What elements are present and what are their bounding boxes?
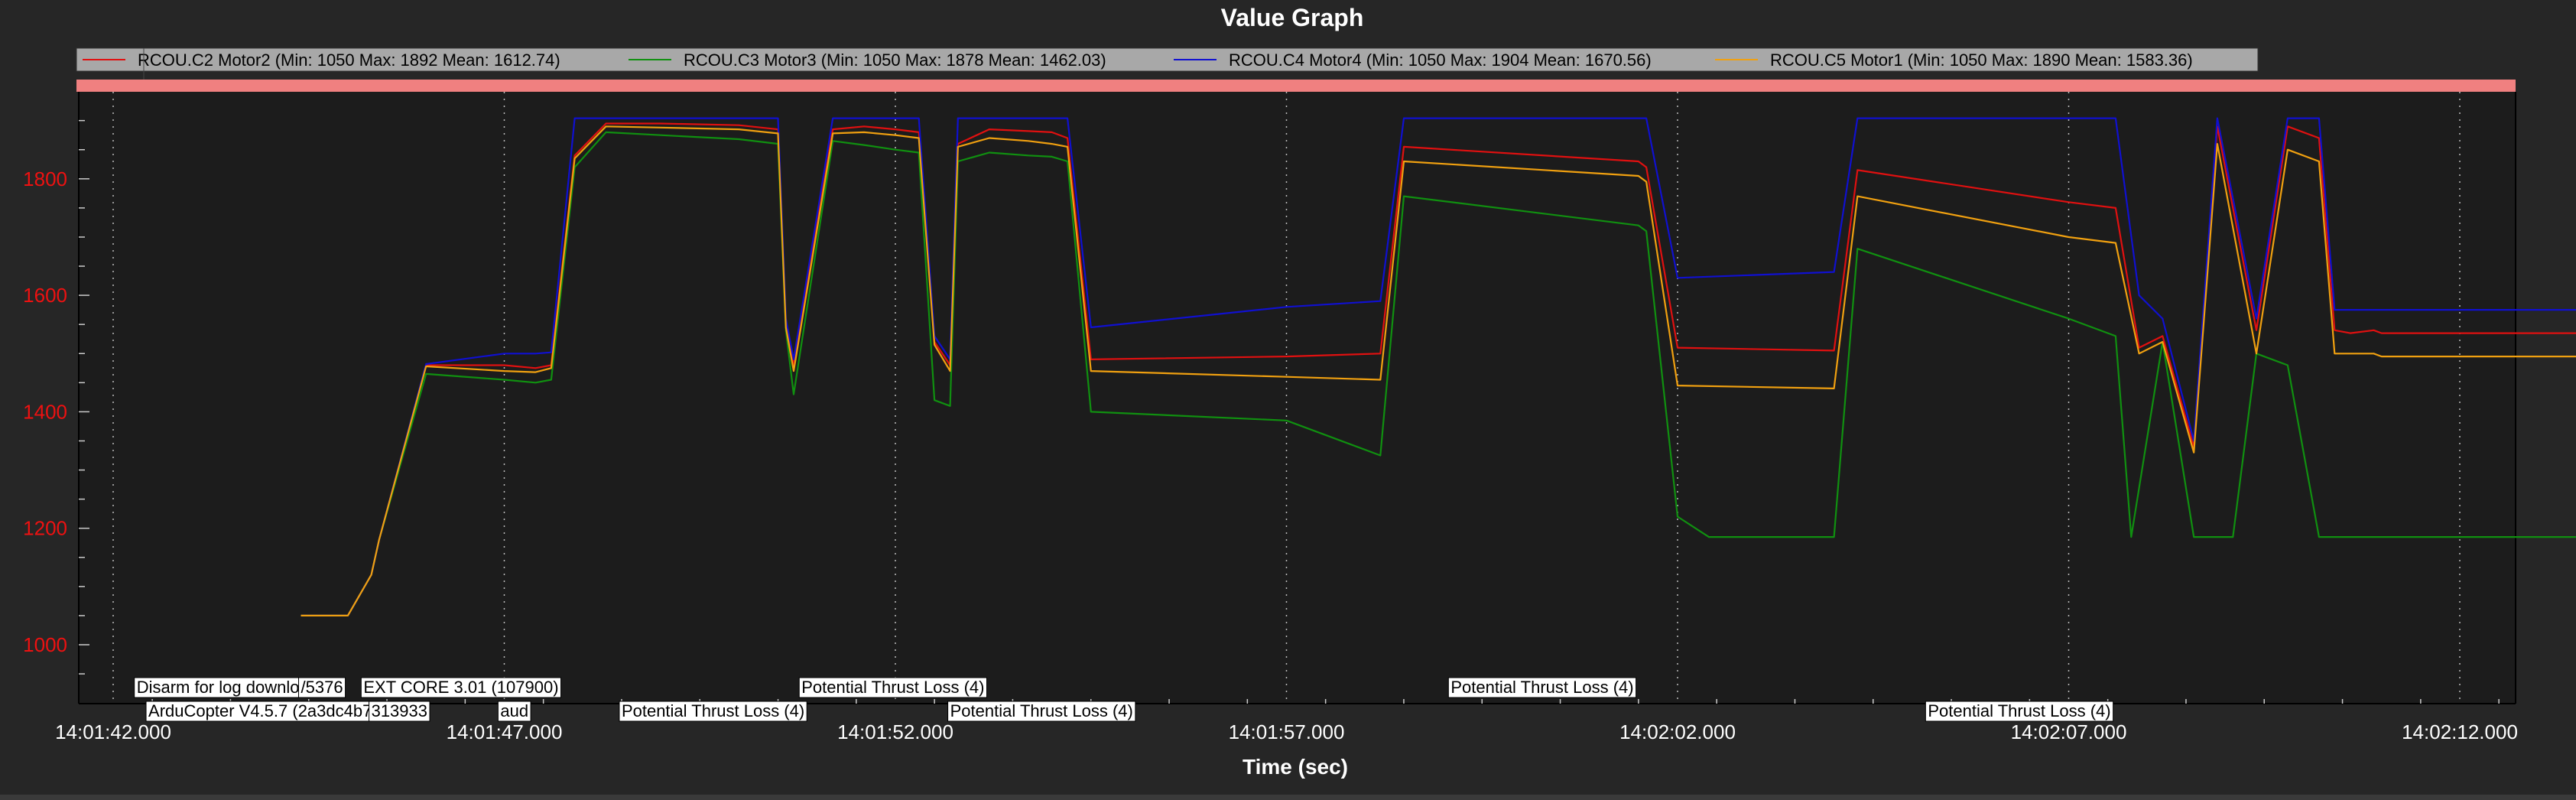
x-tick-label: 14:02:02.000: [1619, 720, 1736, 743]
annotation-layer: Disarm for log download/5376 EXT CORE 3.0…: [134, 677, 2114, 722]
status-bar: [76, 80, 2516, 92]
x-axis-label: Time (sec): [1243, 755, 1348, 779]
y-tick-label: 1000: [23, 633, 67, 656]
series-line-3: [300, 117, 2576, 617]
legend: RCOU.C2 Motor2 (Min: 1050 Max: 1892 Mean…: [76, 47, 2259, 92]
annotation: aud: [497, 701, 531, 722]
annotation: 313933: [369, 701, 430, 722]
plot-area: [79, 92, 2516, 704]
series-layer: [300, 117, 2576, 617]
annotation-box: [798, 677, 988, 698]
y-tick-label: 1800: [23, 167, 67, 190]
chart-title: Value Graph: [1221, 4, 1364, 31]
annotation-box: [497, 701, 531, 722]
annotation-text: Disarm for log download: [137, 678, 318, 697]
annotation-box: [1447, 677, 1637, 698]
annotation-text: Potential Thrust Loss (4): [1928, 701, 2110, 720]
annotation-text: Potential Thrust Loss (4): [1450, 678, 1633, 697]
legend-label-1: RCOU.C2 Motor2 (Min: 1050 Max: 1892 Mean…: [138, 50, 560, 70]
x-tick-label: 14:01:52.000: [837, 720, 953, 743]
y-tick-label: 1600: [23, 284, 67, 307]
annotation: Disarm for log download: [134, 677, 321, 698]
annotation-box: [1925, 701, 2114, 722]
annotation: /5376: [298, 677, 346, 698]
x-tick-label: 14:02:07.000: [2011, 720, 2127, 743]
series-line-1: [300, 122, 2576, 617]
x-axis-ticks: 14:01:42.000 14:01:47.000 14:01:52.000 14:0…: [55, 720, 2518, 743]
annotation-text: 313933: [372, 701, 427, 720]
annotation: Potential Thrust Loss (4): [1925, 701, 2114, 722]
bottom-border: [0, 795, 2576, 800]
y-axis-ticks: 1000 1200 1400 1600 1800: [23, 167, 67, 656]
annotation-text: /5376: [301, 678, 343, 697]
annotation-text: aud: [500, 701, 528, 720]
annotation-text: Potential Thrust Loss (4): [801, 678, 984, 697]
annotation-text: EXT CORE 3.01 (107900): [363, 678, 558, 697]
annotation-box: [298, 677, 346, 698]
legend-label-2: RCOU.C3 Motor3 (Min: 1050 Max: 1878 Mean…: [684, 50, 1106, 70]
y-tick-label: 1200: [23, 517, 67, 540]
x-tick-label: 14:01:57.000: [1229, 720, 1345, 743]
grid: [112, 92, 2461, 704]
x-tick-label: 14:01:42.000: [55, 720, 171, 743]
legend-box: [76, 47, 2259, 72]
y-tick-label: 1400: [23, 400, 67, 423]
annotation-box: [145, 701, 381, 722]
annotation-text: Potential Thrust Loss (4): [950, 701, 1133, 720]
annotation: Potential Thrust Loss (4): [1447, 677, 1637, 698]
annotation-box: [134, 677, 321, 698]
annotation-box: [947, 701, 1136, 722]
annotation-text: ArduCopter V4.5.7 (2a3dc4b7): [148, 701, 378, 720]
annotation: EXT CORE 3.01 (107900): [360, 677, 562, 698]
x-tick-label: 14:01:47.000: [447, 720, 563, 743]
annotation-box: [369, 701, 430, 722]
annotation: Potential Thrust Loss (4): [798, 677, 988, 698]
series-line-4: [300, 125, 2576, 617]
annotation-box: [619, 701, 807, 722]
legend-label-3: RCOU.C4 Motor4 (Min: 1050 Max: 1904 Mean…: [1229, 50, 1652, 70]
annotation: Potential Thrust Loss (4): [619, 701, 807, 722]
annotation: Potential Thrust Loss (4): [947, 701, 1136, 722]
annotation: ArduCopter V4.5.7 (2a3dc4b7): [145, 701, 381, 722]
series-line-2: [300, 131, 2576, 617]
x-tick-label: 14:02:12.000: [2402, 720, 2518, 743]
annotation-box: [360, 677, 562, 698]
annotation-text: Potential Thrust Loss (4): [622, 701, 804, 720]
legend-label-4: RCOU.C5 Motor1 (Min: 1050 Max: 1890 Mean…: [1770, 50, 2193, 70]
